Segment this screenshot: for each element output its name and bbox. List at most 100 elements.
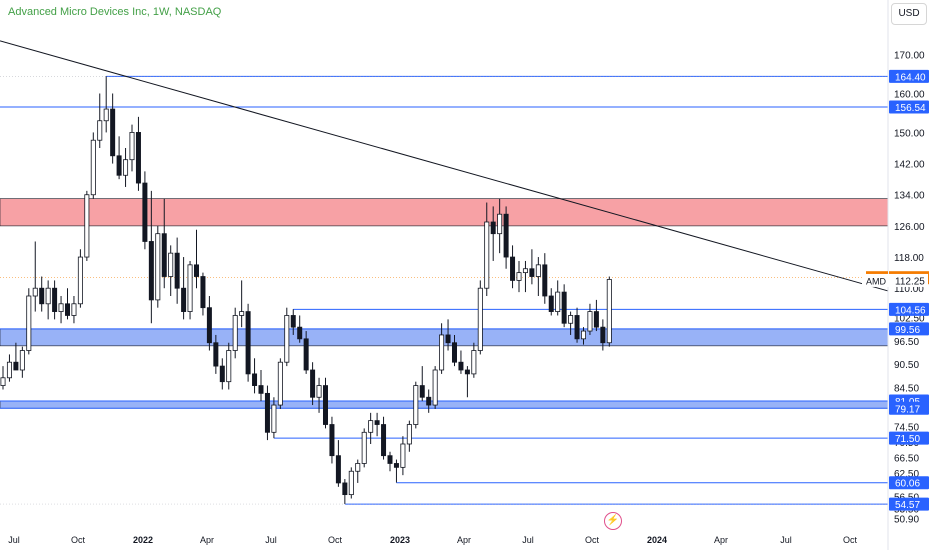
candle[interactable] [200, 272, 206, 316]
candle[interactable] [593, 299, 599, 332]
candle[interactable] [32, 241, 38, 312]
candle[interactable] [310, 362, 316, 406]
candle[interactable] [19, 346, 25, 378]
candle[interactable] [110, 93, 116, 164]
candle[interactable] [168, 245, 174, 296]
candle[interactable] [277, 358, 283, 409]
candle[interactable] [413, 381, 419, 429]
candle[interactable] [561, 284, 567, 328]
candle[interactable] [555, 280, 561, 316]
candle[interactable] [581, 327, 587, 345]
candle[interactable] [387, 451, 393, 472]
candle[interactable] [142, 171, 148, 250]
candle[interactable] [97, 93, 103, 149]
candle[interactable] [490, 206, 496, 261]
candle[interactable] [226, 342, 232, 390]
candle[interactable] [181, 257, 187, 320]
candle[interactable] [39, 276, 45, 312]
candle[interactable] [174, 237, 180, 304]
candle[interactable] [419, 366, 425, 402]
candle[interactable] [129, 124, 135, 172]
candle[interactable] [303, 331, 309, 374]
candle[interactable] [574, 307, 580, 343]
candle[interactable] [155, 225, 161, 308]
candle[interactable] [284, 307, 290, 367]
candle[interactable] [52, 280, 58, 320]
candle[interactable] [529, 249, 535, 285]
candle[interactable] [361, 428, 367, 468]
candle[interactable] [219, 358, 225, 390]
zone-0[interactable] [0, 198, 889, 227]
candle[interactable] [0, 366, 6, 390]
candle[interactable] [587, 303, 593, 335]
trendline[interactable] [0, 40, 889, 292]
candle[interactable] [13, 342, 19, 371]
candle[interactable] [464, 366, 470, 398]
candle[interactable] [335, 440, 341, 487]
candle[interactable] [264, 385, 270, 441]
candle[interactable] [193, 229, 199, 289]
candle[interactable] [439, 323, 445, 374]
candle[interactable] [497, 198, 503, 254]
candle[interactable] [445, 319, 451, 351]
candle[interactable] [45, 280, 51, 320]
candle[interactable] [71, 295, 77, 324]
candle[interactable] [187, 260, 193, 320]
candle[interactable] [90, 132, 96, 199]
candle[interactable] [535, 257, 541, 296]
candle[interactable] [458, 350, 464, 374]
candle[interactable] [316, 377, 322, 413]
candle[interactable] [116, 136, 122, 180]
candle[interactable] [135, 116, 141, 191]
candle[interactable] [484, 202, 490, 296]
candle[interactable] [400, 436, 406, 476]
candle[interactable] [232, 307, 238, 359]
candle[interactable] [245, 303, 251, 382]
candle[interactable] [381, 416, 387, 460]
candle[interactable] [542, 253, 548, 304]
candle[interactable] [84, 190, 90, 261]
candle[interactable] [477, 280, 483, 355]
candle[interactable] [471, 342, 477, 378]
candle[interactable] [374, 412, 380, 437]
candle[interactable] [161, 198, 167, 289]
candle[interactable] [348, 467, 354, 499]
candle[interactable] [329, 416, 335, 464]
candle[interactable] [58, 295, 64, 324]
candle[interactable] [432, 366, 438, 409]
candle[interactable] [65, 288, 71, 320]
candle[interactable] [548, 288, 554, 316]
candle[interactable] [252, 358, 258, 394]
candle[interactable] [26, 288, 32, 355]
candle[interactable] [568, 311, 574, 335]
candle[interactable] [606, 276, 612, 347]
candle[interactable] [206, 295, 212, 351]
candle[interactable] [342, 479, 348, 504]
candle[interactable] [368, 412, 374, 444]
candle[interactable] [426, 389, 432, 413]
candle[interactable] [239, 280, 245, 328]
candle[interactable] [290, 309, 296, 335]
candle[interactable] [77, 249, 83, 308]
lightning-icon[interactable]: ⚡ [604, 512, 622, 530]
candle[interactable] [271, 397, 277, 439]
candle[interactable] [600, 319, 606, 351]
candle[interactable] [503, 206, 509, 269]
candle[interactable] [516, 260, 522, 293]
candle[interactable] [103, 76, 109, 133]
candle[interactable] [451, 334, 457, 367]
candle[interactable] [213, 334, 219, 374]
candle[interactable] [510, 245, 516, 289]
candle[interactable] [393, 459, 399, 483]
candle[interactable] [297, 315, 303, 343]
candle[interactable] [406, 420, 412, 452]
candle[interactable] [522, 260, 528, 293]
candle[interactable] [322, 377, 328, 429]
candle[interactable] [6, 354, 12, 382]
candle[interactable] [148, 190, 154, 324]
currency-button[interactable]: USD [891, 3, 927, 25]
candle[interactable] [355, 459, 361, 483]
candle[interactable] [123, 148, 129, 187]
zone-2[interactable] [0, 400, 889, 409]
